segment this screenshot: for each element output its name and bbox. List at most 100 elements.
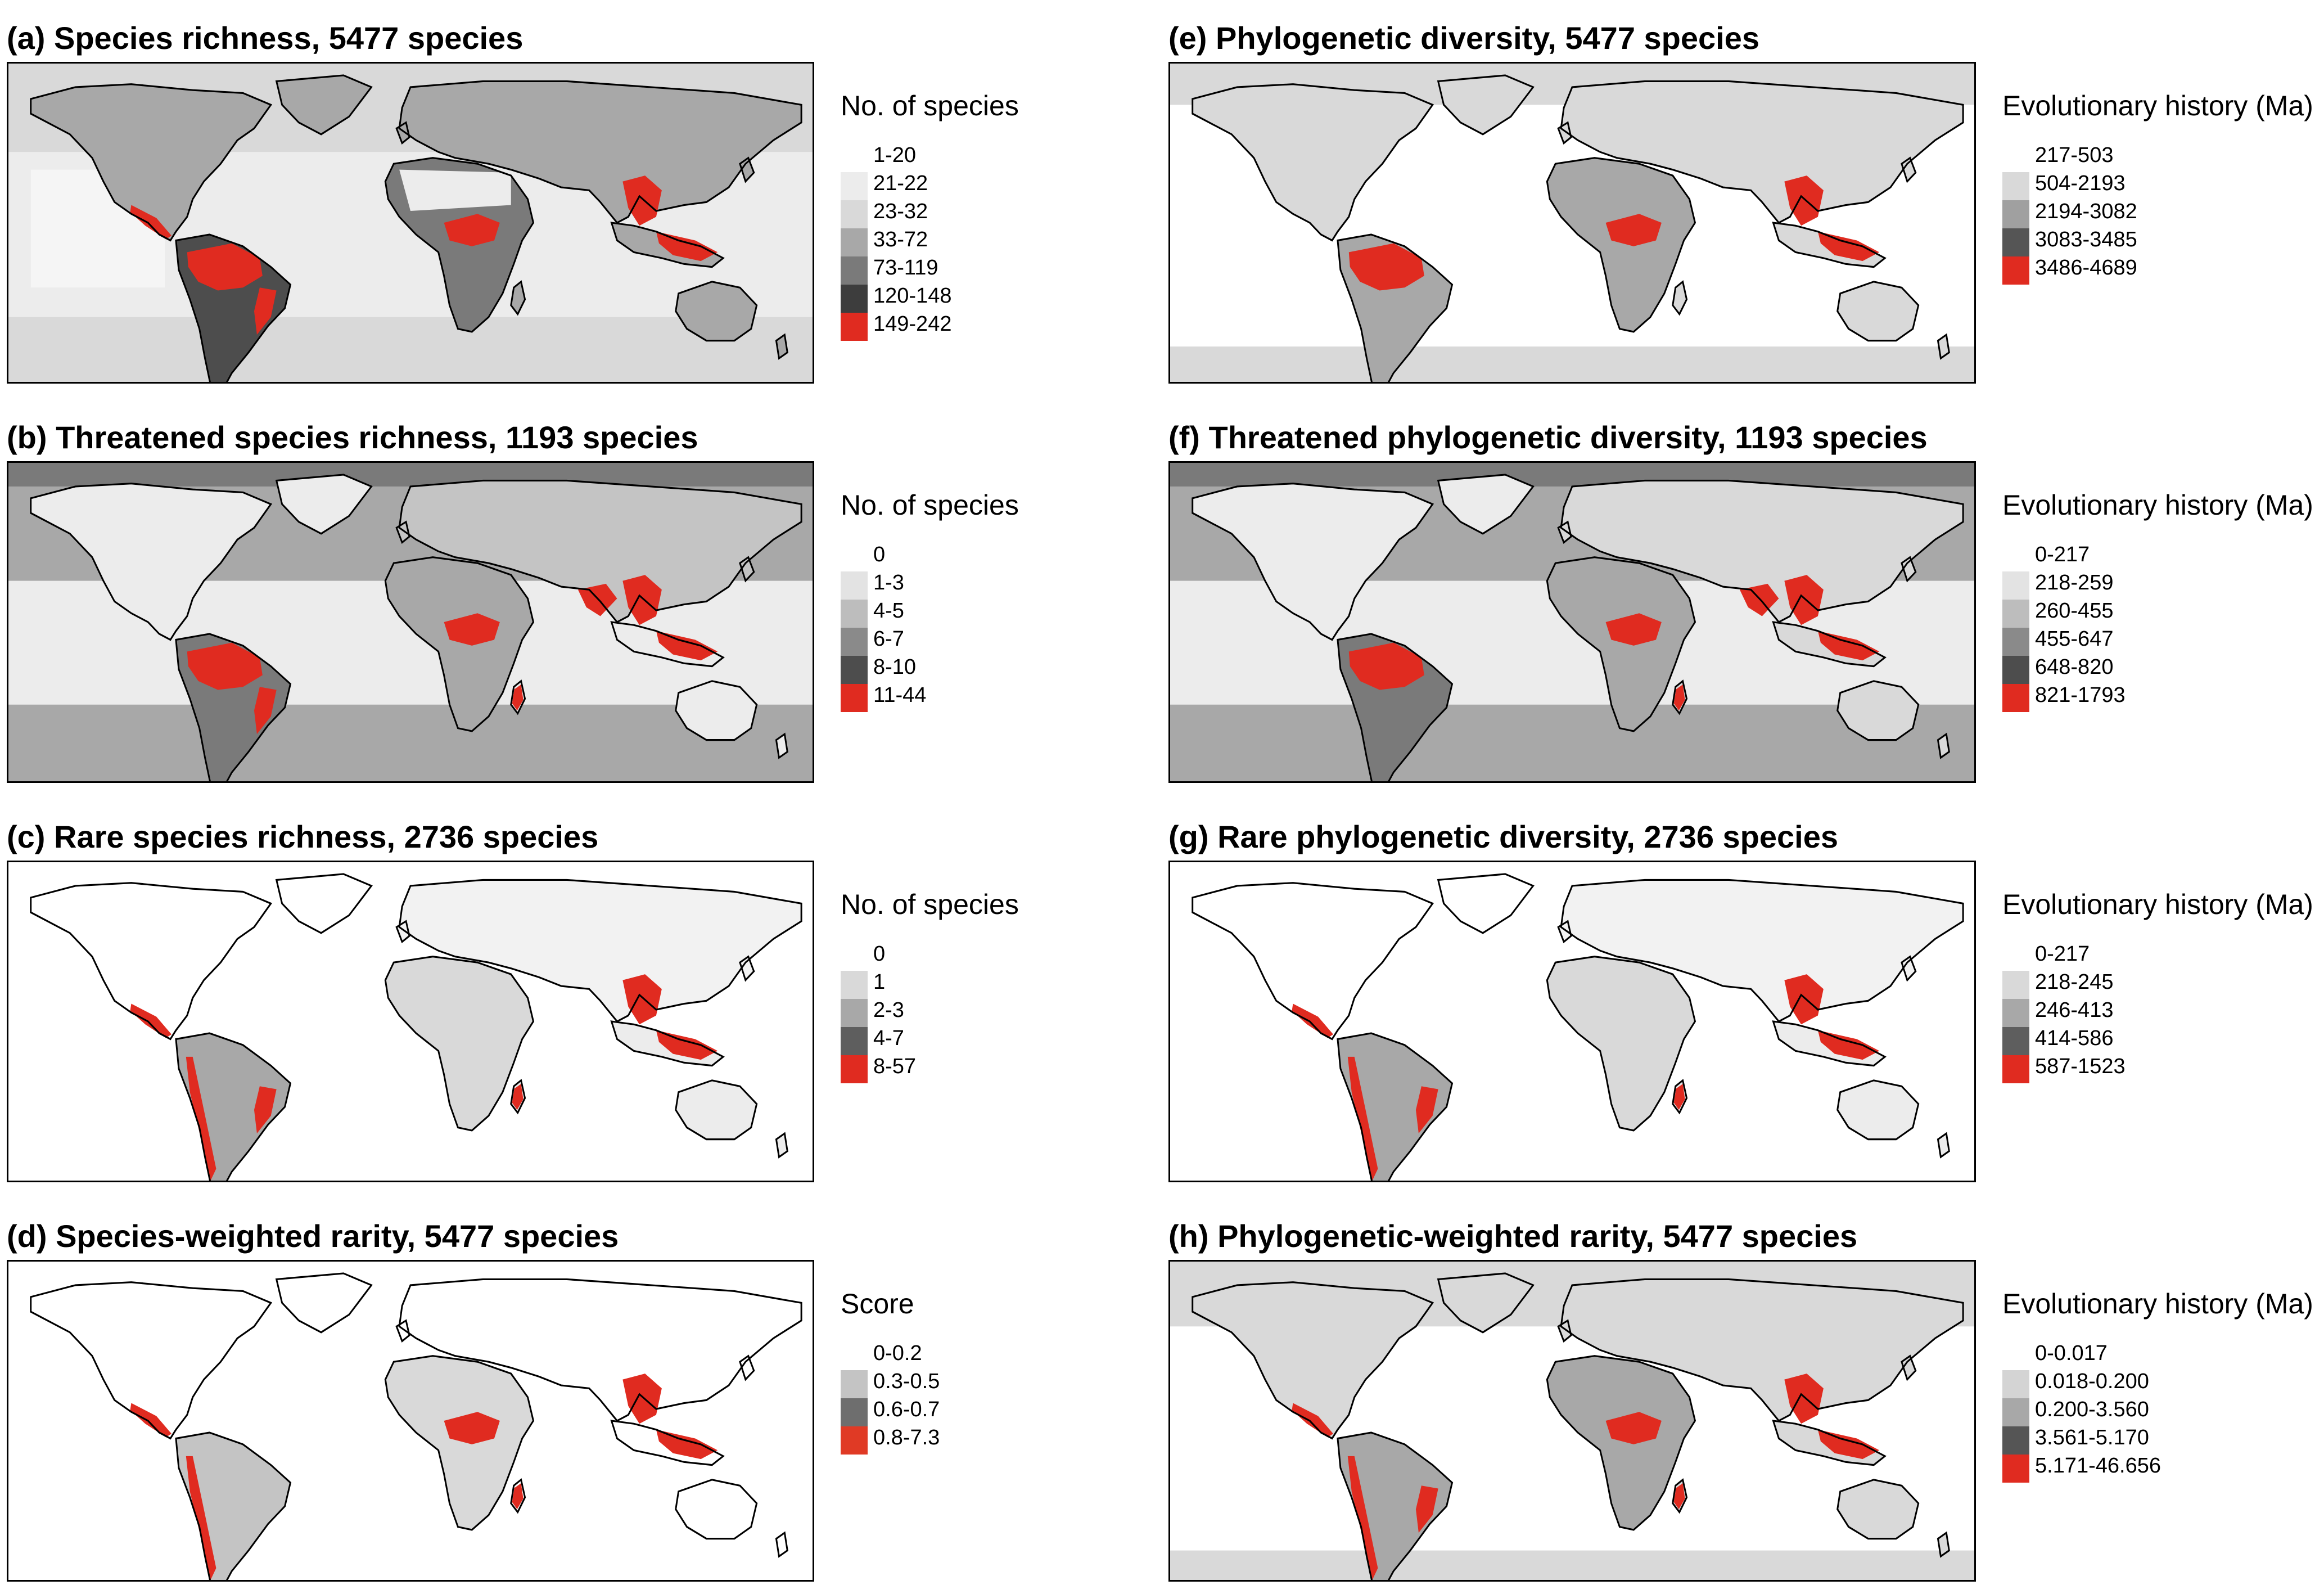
legend-swatch	[841, 1342, 868, 1370]
world-map	[7, 461, 814, 783]
hotspot-malesia	[1817, 1429, 1880, 1460]
hotspot-malesia	[656, 1429, 718, 1460]
legend-label: 4-7	[873, 1026, 904, 1050]
land-greenland	[276, 1273, 372, 1332]
legend-label: 6-7	[873, 627, 904, 651]
panel-g: (g) Rare phylogenetic diversity, 2736 sp…	[1168, 819, 2321, 1190]
legend-label: 1-3	[873, 571, 904, 595]
coastline-africa	[1546, 956, 1696, 1132]
legend-swatch	[841, 999, 868, 1027]
legend-item: 2-3	[841, 998, 1133, 1027]
hotspot-indoChina	[622, 575, 662, 625]
legend-item: 149-242	[841, 312, 1133, 341]
map-legend: No. of species 0 1-3 4-5 6-7 8-10 11-44	[841, 489, 1133, 782]
legend-item: 0	[841, 942, 1133, 971]
hotspot-madagascarHot	[512, 685, 524, 711]
legend-item: 3486-4689	[2002, 256, 2317, 285]
legend-label: 3.561-5.170	[2035, 1426, 2149, 1449]
coastline-southAmerica	[175, 633, 292, 781]
land-newZealand	[1938, 734, 1950, 758]
coastline-newZealand	[775, 333, 788, 360]
legend-item: 1	[841, 970, 1133, 999]
coastline-eurasia	[1560, 1278, 1964, 1422]
land-layer	[30, 474, 802, 781]
legend-swatch	[841, 971, 868, 999]
legend-item: 0-217	[2002, 543, 2317, 571]
panel-title: (h) Phylogenetic-weighted rarity, 5477 s…	[1168, 1218, 1858, 1254]
legend-title: No. of species	[841, 90, 1019, 121]
coastline-seAsia	[1772, 1020, 1887, 1067]
land-eurasia	[1561, 880, 1964, 1021]
land-australia	[1837, 681, 1919, 740]
land-greenland	[1438, 1273, 1533, 1332]
coastline-africa	[1546, 1355, 1696, 1531]
hotspot-indoChina	[1784, 1374, 1824, 1424]
coastline-seAsia	[1772, 621, 1887, 668]
coastline-japan	[739, 556, 755, 583]
legend-swatch	[841, 600, 868, 628]
hotspot-mesoamerica	[130, 1403, 172, 1438]
legend-item: 33-72	[841, 228, 1133, 256]
panel-title: (b) Threatened species richness, 1193 sp…	[7, 420, 698, 455]
legend-item: 6-7	[841, 627, 1133, 656]
hotspot-amazon	[1348, 243, 1424, 291]
legend-label: 0.8-7.3	[873, 1426, 940, 1449]
legend-item: 11-44	[841, 683, 1133, 712]
coastline-africa	[384, 157, 535, 333]
legend-swatch	[2002, 543, 2029, 571]
legend-label: 33-72	[873, 228, 928, 251]
coastline-seAsia	[1772, 222, 1887, 268]
coastline-britain	[1557, 1319, 1572, 1343]
hotspot-malesia	[1817, 231, 1880, 262]
map-legend: Evolutionary history (Ma) 0-217 218-245 24…	[2002, 889, 2317, 1181]
panel-e: (e) Phylogenetic diversity, 5477 species…	[1168, 20, 2321, 391]
map-canvas	[1170, 463, 1974, 781]
coastline-newZealand	[1937, 1531, 1950, 1558]
legend-swatch	[841, 684, 868, 712]
legend-label: 0.3-0.5	[873, 1370, 940, 1393]
legend-swatch	[2002, 1055, 2029, 1083]
legend-item: 4-7	[841, 1026, 1133, 1055]
panel-a: (a) Species richness, 5477 species No. o…	[7, 20, 1154, 391]
land-newZealand	[776, 1133, 788, 1158]
legend-swatch	[2002, 256, 2029, 285]
legend-swatch	[2002, 684, 2029, 712]
land-greenland	[1438, 75, 1533, 134]
land-newZealand	[1938, 1533, 1950, 1557]
coastline-japan	[739, 1354, 755, 1381]
legend-label: 455-647	[2035, 627, 2114, 651]
coastline-britain	[1557, 121, 1572, 145]
legend-label: 648-820	[2035, 655, 2114, 679]
hotspot-atlanticForest	[254, 687, 277, 735]
coastline-japan	[1901, 556, 1917, 583]
hotspot-centralAfrica	[1605, 1412, 1662, 1444]
legend-label: 23-32	[873, 200, 928, 223]
coastline-madagascar	[510, 679, 526, 715]
legend-label: 0.6-0.7	[873, 1398, 940, 1421]
land-australia	[1837, 281, 1919, 341]
legend-title: Evolutionary history (Ma)	[2002, 90, 2313, 121]
land-shade-africa	[385, 557, 534, 731]
legend-label: 218-245	[2035, 970, 2114, 994]
coastline-eurasia	[398, 80, 802, 224]
coastline-northAmerica	[30, 483, 273, 641]
coastline-greenland	[275, 1272, 373, 1334]
hotspot-mesoamerica	[130, 205, 172, 240]
coastline-newZealand	[1937, 732, 1950, 759]
hotspot-mesoamerica	[1292, 1003, 1333, 1038]
legend-swatch	[841, 1027, 868, 1055]
land-shade-africa	[1547, 956, 1695, 1131]
coastline-eurasia	[1560, 80, 1964, 224]
legend-item: 23-32	[841, 200, 1133, 228]
land-eurasia	[399, 480, 802, 622]
panel-title: (c) Rare species richness, 2736 species	[7, 819, 599, 854]
legend-swatch	[2002, 1370, 2029, 1398]
legend-label: 504-2193	[2035, 172, 2126, 195]
legend-label: 246-413	[2035, 998, 2114, 1022]
legend-swatch	[841, 256, 868, 285]
ocean-cell	[8, 463, 813, 487]
legend-swatch	[2002, 228, 2029, 256]
land-australia	[1837, 1080, 1919, 1140]
hotspot-mesoamerica	[130, 1003, 172, 1038]
legend-swatch	[2002, 943, 2029, 971]
